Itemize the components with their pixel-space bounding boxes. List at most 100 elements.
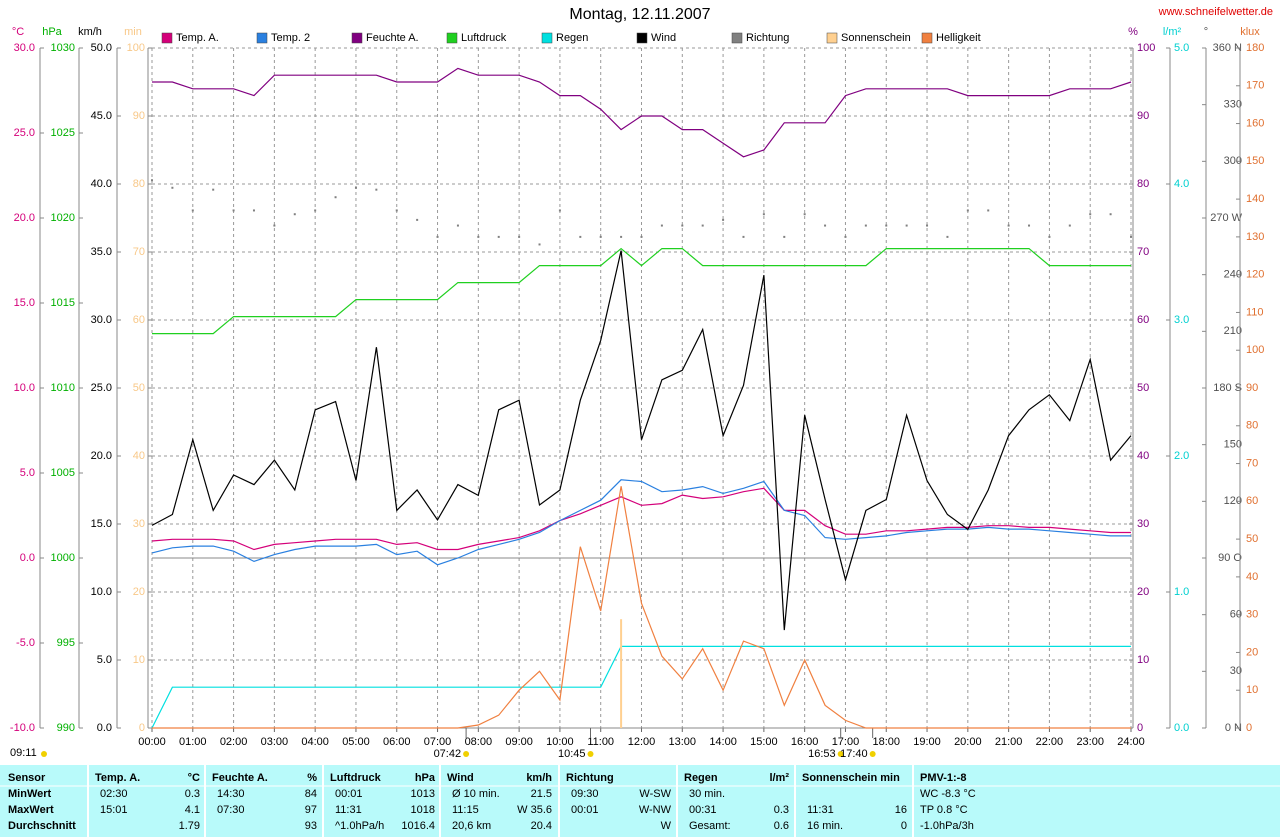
table-cell: 14:30 bbox=[217, 788, 245, 800]
table-cell: 0.3 bbox=[185, 788, 200, 800]
legend-swatch bbox=[921, 32, 933, 44]
annotation-sun bbox=[837, 751, 844, 757]
legend-swatch bbox=[256, 32, 268, 44]
y-tick-label: 1020 bbox=[51, 212, 75, 224]
y-tick-label: 60 bbox=[1137, 314, 1149, 326]
direction-dot bbox=[885, 224, 888, 227]
direction-dot bbox=[599, 235, 602, 238]
legend-label: Feuchte A. bbox=[366, 32, 419, 44]
y-tick-label: 1015 bbox=[51, 297, 75, 309]
y-tick-label: 70 bbox=[1246, 457, 1258, 469]
direction-dot bbox=[558, 209, 561, 212]
legend-label: Sonnenschein bbox=[841, 32, 911, 44]
x-tick-label: 24:00 bbox=[1117, 736, 1145, 748]
y-tick-label: 210 bbox=[1224, 325, 1242, 337]
direction-dot bbox=[436, 235, 439, 238]
y-tick-label: 15.0 bbox=[91, 518, 112, 530]
legend-swatch bbox=[161, 32, 173, 44]
y-tick-label: 10 bbox=[133, 654, 145, 666]
direction-dot bbox=[375, 188, 378, 191]
y-tick-label: 60 bbox=[1230, 609, 1242, 621]
table-cell: Gesamt: bbox=[689, 820, 731, 832]
direction-dot bbox=[905, 224, 908, 227]
x-tick-label: 07:00 bbox=[424, 736, 452, 748]
direction-dot bbox=[803, 213, 806, 216]
direction-dot bbox=[1068, 224, 1071, 227]
y-tick-label: 150 bbox=[1224, 439, 1242, 451]
y-tick-label: 30.0 bbox=[14, 42, 35, 54]
x-tick-label: 13:00 bbox=[669, 736, 697, 748]
table-cell: W 35.6 bbox=[517, 804, 552, 816]
direction-dot bbox=[354, 186, 357, 189]
x-tick-label: 23:00 bbox=[1076, 736, 1104, 748]
direction-dot bbox=[191, 209, 194, 212]
y-tick-label: 270 W bbox=[1210, 212, 1242, 224]
legend-swatch bbox=[636, 32, 648, 44]
legend-swatch bbox=[541, 32, 553, 44]
x-tick-label: 12:00 bbox=[628, 736, 656, 748]
y-tick-label: 240 bbox=[1224, 269, 1242, 281]
y-tick-label: 1030 bbox=[51, 42, 75, 54]
legend-label: Helligkeit bbox=[936, 32, 981, 44]
table-header: Regen bbox=[684, 772, 718, 784]
x-tick-label: 03:00 bbox=[261, 736, 289, 748]
y-tick-label: 25.0 bbox=[91, 382, 112, 394]
legend-swatch bbox=[826, 32, 838, 44]
direction-dot bbox=[456, 224, 459, 227]
series-line bbox=[152, 67, 1132, 158]
annotation-sun bbox=[463, 751, 470, 757]
direction-dot bbox=[518, 235, 521, 238]
x-tick-label: 09:00 bbox=[505, 736, 533, 748]
y-tick-label: 360 N bbox=[1213, 42, 1242, 54]
y-tick-label: 20 bbox=[1246, 646, 1258, 658]
y-tick-label: 120 bbox=[1224, 495, 1242, 507]
annotation-sun bbox=[587, 751, 594, 757]
table-cell: 20,6 km bbox=[452, 820, 491, 832]
y-tick-label: 60 bbox=[133, 314, 145, 326]
y-tick-label: 140 bbox=[1246, 193, 1264, 205]
annotation-label: 16:53 bbox=[808, 748, 836, 760]
table-header: Sonnenschein min bbox=[802, 772, 900, 784]
y-tick-label: 30 bbox=[1137, 518, 1149, 530]
table-cell: 00:01 bbox=[335, 788, 363, 800]
table-cell: 07:30 bbox=[217, 804, 245, 816]
y-tick-label: 30 bbox=[1246, 609, 1258, 621]
direction-dot bbox=[151, 179, 153, 182]
table-cell: W-NW bbox=[639, 804, 672, 816]
y-tick-label: 120 bbox=[1246, 269, 1264, 281]
table-cell: WC -8.3 °C bbox=[920, 788, 976, 800]
direction-dot bbox=[395, 209, 398, 212]
y-tick-label: 20 bbox=[1137, 586, 1149, 598]
direction-dot bbox=[232, 209, 235, 212]
direction-dot bbox=[701, 224, 704, 227]
y-tick-label: 20 bbox=[133, 586, 145, 598]
table-cell: 09:30 bbox=[571, 788, 599, 800]
x-tick-label: 19:00 bbox=[913, 736, 941, 748]
table-cell: 0.3 bbox=[774, 804, 789, 816]
x-tick-label: 11:00 bbox=[587, 736, 614, 748]
table-cell: TP 0.8 °C bbox=[920, 804, 968, 816]
y-tick-label: 10 bbox=[1137, 654, 1149, 666]
series-line bbox=[152, 486, 1131, 729]
direction-dot bbox=[171, 186, 174, 189]
table-cell: 11:15 bbox=[452, 804, 479, 816]
y-tick-label: 300 bbox=[1224, 155, 1242, 167]
y-tick-label: 100 bbox=[127, 42, 145, 54]
y-tick-label: 40 bbox=[1246, 571, 1258, 583]
series-line bbox=[151, 645, 1131, 729]
x-tick-label: 02:00 bbox=[220, 736, 248, 748]
table-cell: ^1.0hPa/h bbox=[335, 820, 384, 832]
y-tick-label: 50.0 bbox=[91, 42, 112, 54]
direction-dot bbox=[1007, 224, 1010, 227]
table-unit: hPa bbox=[415, 772, 436, 784]
y-tick-label: 0.0 bbox=[1174, 722, 1189, 734]
direction-dot bbox=[1048, 235, 1051, 238]
table-cell: Durchschnitt bbox=[8, 820, 76, 832]
y-tick-label: 20.0 bbox=[91, 450, 112, 462]
sunshine-bar bbox=[620, 619, 623, 728]
x-tick-label: 15:00 bbox=[750, 736, 778, 748]
y-tick-label: 80 bbox=[1137, 178, 1149, 190]
direction-dot bbox=[1089, 213, 1092, 216]
direction-dot bbox=[314, 209, 317, 212]
